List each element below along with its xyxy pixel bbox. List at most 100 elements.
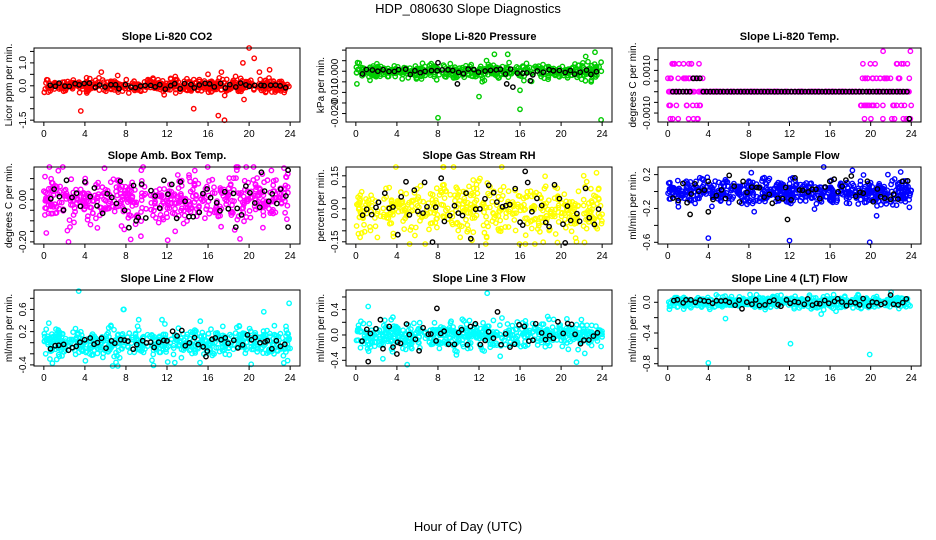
data-point xyxy=(229,209,236,216)
x-tick-label: 12 xyxy=(473,251,485,262)
data-point xyxy=(895,75,902,82)
y-tick-label: 0.00 xyxy=(330,199,341,219)
data-point xyxy=(84,216,91,223)
data-point xyxy=(160,200,167,207)
data-point xyxy=(506,59,512,66)
data-point xyxy=(172,205,178,212)
y-tick-label: -0.15 xyxy=(330,230,341,253)
data-point xyxy=(675,75,682,82)
data-point xyxy=(241,218,247,225)
reference-point xyxy=(571,71,578,78)
x-tick-label: 4 xyxy=(706,251,712,262)
data-point xyxy=(864,75,871,82)
data-point xyxy=(260,208,267,215)
data-point xyxy=(693,102,700,109)
x-tick-label: 0 xyxy=(665,251,671,262)
outlier-point xyxy=(239,60,246,66)
panel-title: Slope Li-820 Pressure xyxy=(422,31,537,43)
y-tick-label: -0.010 xyxy=(330,78,341,107)
data-point xyxy=(166,205,173,212)
data-point xyxy=(229,197,235,204)
reference-point xyxy=(265,198,272,205)
reference-point xyxy=(125,224,132,231)
x-tick-label: 20 xyxy=(244,373,256,384)
data-point xyxy=(267,210,274,217)
reference-point xyxy=(771,88,778,95)
reference-point xyxy=(707,88,713,95)
data-point xyxy=(512,227,519,234)
outlier-point xyxy=(504,51,511,58)
outlier-point xyxy=(241,96,247,103)
reference-point xyxy=(168,181,175,188)
data-point xyxy=(556,73,563,80)
reference-point xyxy=(866,88,873,95)
reference-point xyxy=(747,88,754,95)
reference-point xyxy=(439,67,446,73)
data-point xyxy=(230,175,237,182)
data-point xyxy=(697,102,704,109)
data-point xyxy=(426,226,432,233)
x-tick-label: 0 xyxy=(41,129,47,140)
reference-point xyxy=(269,190,276,197)
y-tick-label: 1.0 xyxy=(18,56,29,70)
data-point xyxy=(688,60,695,67)
data-point xyxy=(158,194,165,200)
reference-point xyxy=(56,193,63,200)
reference-point xyxy=(121,207,128,214)
reference-point xyxy=(116,85,122,92)
data-point xyxy=(505,74,512,81)
data-point xyxy=(554,239,561,246)
reference-point xyxy=(164,191,171,198)
y-tick-label: 0.4 xyxy=(330,302,341,316)
data-point xyxy=(581,72,588,79)
reference-point xyxy=(455,69,462,76)
outlier-point xyxy=(517,106,523,113)
data-point xyxy=(82,200,89,207)
data-point xyxy=(44,196,51,202)
data-point xyxy=(457,234,464,241)
data-point xyxy=(236,191,243,197)
reference-point xyxy=(856,88,863,95)
outlier-point xyxy=(435,114,441,121)
data-point xyxy=(452,74,458,81)
data-point xyxy=(68,201,74,208)
y-tick-label: -0.20 xyxy=(18,230,29,253)
x-tick-label: 16 xyxy=(202,251,214,262)
x-tick-label: 8 xyxy=(435,129,441,140)
reference-point xyxy=(113,200,120,207)
data-point xyxy=(121,226,128,233)
data-point xyxy=(509,211,516,218)
x-tick-label: 20 xyxy=(556,129,568,140)
data-point xyxy=(131,78,138,85)
x-tick-label: 24 xyxy=(906,129,918,140)
x-tick-label: 20 xyxy=(244,251,256,262)
data-point xyxy=(413,76,420,82)
x-tick-label: 4 xyxy=(394,373,400,384)
data-point xyxy=(891,115,898,122)
reference-point xyxy=(199,190,206,197)
reference-point xyxy=(470,66,477,73)
reference-point xyxy=(887,88,893,95)
reference-point xyxy=(697,75,703,82)
x-tick-label: 8 xyxy=(123,251,129,262)
data-points xyxy=(353,49,605,123)
reference-point xyxy=(81,80,88,87)
data-point xyxy=(414,202,421,209)
data-point xyxy=(43,80,49,86)
data-point xyxy=(182,195,189,202)
reference-point xyxy=(196,209,203,216)
data-point xyxy=(686,75,693,82)
reference-point xyxy=(77,203,84,210)
reference-point xyxy=(177,85,184,92)
y-tick-label: 0.2 xyxy=(18,324,29,338)
reference-point xyxy=(809,88,815,95)
data-point xyxy=(283,216,290,223)
data-point xyxy=(238,88,245,95)
data-point xyxy=(468,73,475,79)
outlier-point xyxy=(476,93,482,100)
reference-point xyxy=(277,83,284,89)
reference-outlier-point xyxy=(454,81,461,87)
x-tick-label: 8 xyxy=(435,251,441,262)
data-point xyxy=(159,78,166,84)
reference-point xyxy=(893,88,900,95)
